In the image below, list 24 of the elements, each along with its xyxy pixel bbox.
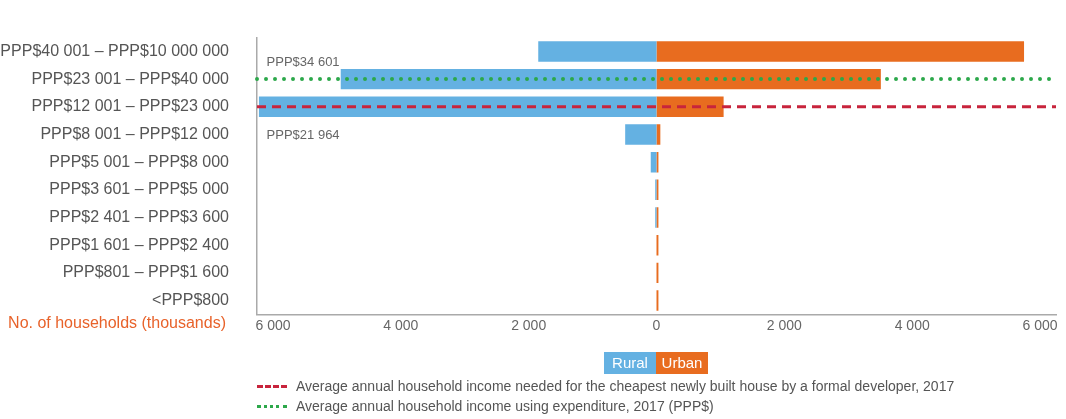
x-tick-label: 6 000 [1022, 316, 1058, 333]
x-tick-label: 0 [652, 316, 661, 333]
y-tick-label: PPP$8 001 – PPP$12 000 [40, 124, 230, 142]
y-tick-label: <PPP$800 [152, 290, 230, 308]
y-tick-label: PPP$5 001 – PPP$8 000 [49, 152, 230, 170]
text: Urban [656, 352, 708, 374]
y-tick-label: PPP$2 401 – PPP$3 600 [49, 207, 230, 225]
x-tick-label: 6 000 [255, 316, 291, 333]
y-tick-label: PPP$801 – PPP$1 600 [62, 263, 230, 281]
x-tick-label: 2 000 [511, 316, 547, 333]
annotation: PPP$21 964 [266, 127, 340, 143]
y-tick-label: PPP$40 001 – PPP$10 000 000 [0, 41, 230, 59]
y-tick-label: PPP$12 001 – PPP$23 000 [31, 97, 230, 115]
annotation: PPP$34 601 [266, 53, 340, 69]
legend-label: Average annual household income needed for the cheapest newly built house by a formal developer, 2017 [296, 378, 955, 394]
legend-label: Average annual household income using expenditure, 2017 (PPP$) [296, 398, 714, 414]
text: Rural [604, 352, 656, 374]
x-tick-label: 2 000 [766, 316, 803, 333]
y-tick-label: PPP$1 601 – PPP$2 400 [49, 235, 230, 253]
x-axis-title: No. of households (thousands) [8, 313, 226, 331]
y-tick-label: PPP$3 601 – PPP$5 000 [49, 180, 230, 198]
y-tick-label: PPP$23 001 – PPP$40 000 [31, 69, 230, 87]
x-tick-label: 4 000 [894, 316, 930, 333]
x-tick-label: 4 000 [383, 316, 419, 333]
